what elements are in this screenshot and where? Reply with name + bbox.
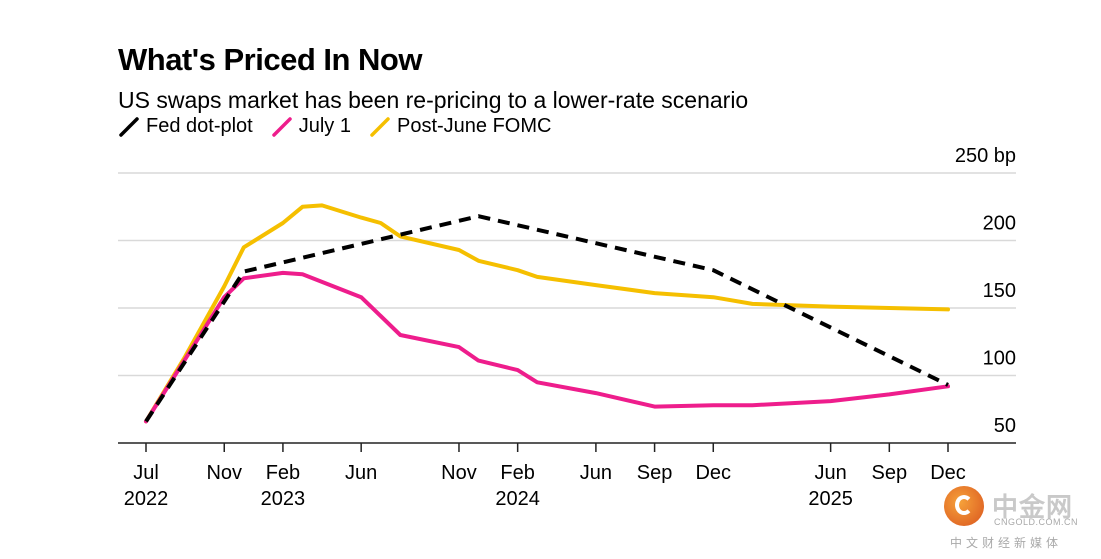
watermark: 中金网 CNGOLD.COM.CN 中文财经新媒体	[944, 486, 1094, 552]
x-tick-label: Nov	[206, 462, 242, 484]
watermark-name: 中金网	[992, 492, 1074, 522]
x-tick-label: Dec	[930, 462, 966, 484]
legend-item-july-1: July 1	[271, 115, 351, 138]
x-tick-year-label: 2023	[261, 488, 306, 510]
legend-swatch-july-1	[271, 116, 293, 138]
x-tick-label: Dec	[695, 462, 731, 484]
series-line-fed-dot-plot	[144, 214, 949, 423]
x-tick-year-label: 2024	[495, 488, 540, 510]
x-tick-label: Feb	[500, 462, 534, 484]
legend-item-post-june-fomc: Post-June FOMC	[369, 115, 551, 138]
y-tick-label: 50	[994, 415, 1016, 437]
chart-subtitle: US swaps market has been re-pricing to a…	[118, 87, 749, 113]
legend-label-post-june-fomc: Post-June FOMC	[396, 115, 552, 137]
x-tick-label: Jul	[133, 462, 159, 484]
x-tick-label: Sep	[637, 462, 673, 484]
x-tick-label: Nov	[441, 462, 477, 484]
x-tick-label: Sep	[872, 462, 908, 484]
watermark-logo-icon	[944, 486, 984, 526]
series-line-post-june-fomc	[144, 203, 950, 424]
y-tick-label: 150	[983, 280, 1016, 302]
watermark-tagline: 中文财经新媒体	[950, 536, 1063, 550]
y-tick-label: 200	[983, 213, 1016, 235]
chart-title: What's Priced In Now	[118, 42, 422, 77]
x-tick-label: Jun	[345, 462, 377, 484]
legend-item-fed-dot-plot: Fed dot-plot	[118, 115, 253, 138]
y-tick-label: 100	[983, 348, 1016, 370]
legend-swatch-fed-dot-plot	[118, 116, 140, 138]
y-tick-label: 250 bp	[955, 145, 1016, 167]
x-tick-label: Jun	[815, 462, 847, 484]
x-tick-label: Jun	[580, 462, 612, 484]
x-tick-label: Feb	[266, 462, 300, 484]
series-line-july-1	[144, 270, 950, 424]
x-tick-year-label: 2025	[808, 488, 853, 510]
watermark-url: CNGOLD.COM.CN	[994, 517, 1079, 527]
legend-swatch-post-june-fomc	[369, 116, 391, 138]
chart-legend: Fed dot-plot July 1 Post-June FOMC	[118, 115, 569, 138]
legend-label-july-1: July 1	[298, 115, 351, 137]
legend-label-fed-dot-plot: Fed dot-plot	[146, 115, 253, 137]
x-tick-year-label: 2022	[124, 488, 169, 510]
